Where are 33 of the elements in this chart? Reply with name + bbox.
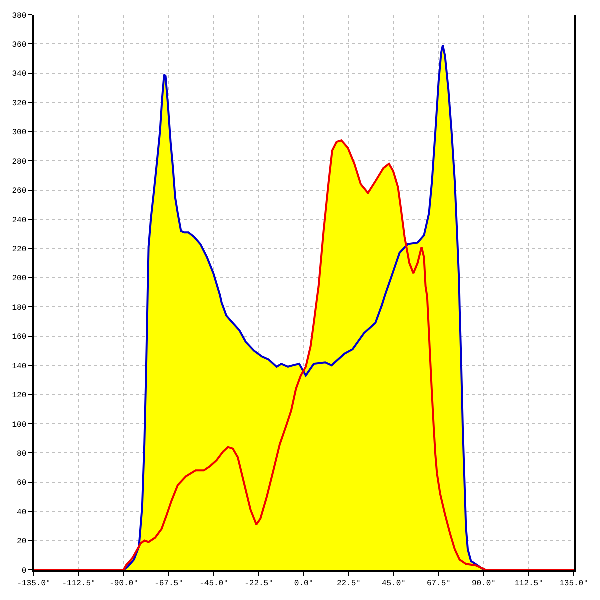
x-tick-label: -22.5° [244,579,274,588]
y-tick-label: 180 [12,304,27,313]
y-tick-label: 340 [12,70,27,80]
y-tick-label: 200 [12,274,27,284]
y-tick-label: 280 [12,158,27,167]
y-tick-label: 60 [17,479,27,488]
y-tick-label: 360 [12,41,27,50]
x-tick-label: 0.0° [294,579,314,588]
y-tick-label: 120 [12,392,27,401]
x-tick-label: 67.5° [426,579,452,588]
y-tick-label: 380 [12,12,27,21]
y-tick-label: 320 [12,99,27,108]
x-tick-label: -90.0° [110,579,138,588]
x-tick-label: 90.0° [472,579,496,588]
y-tick-label: 240 [12,216,27,226]
x-tick-label: -45.0° [200,579,228,588]
y-tick-label: 40 [17,508,27,518]
x-tick-label: 45.0° [382,579,406,588]
x-tick-label: -135.0° [17,579,51,588]
x-tick-label: 22.5° [336,579,362,588]
y-tick-label: 100 [12,420,27,430]
y-tick-label: 160 [12,333,27,342]
y-tick-label: 300 [12,128,27,138]
y-tick-label: 220 [12,245,27,254]
y-tick-label: 260 [12,187,27,196]
y-tick-label: 0 [22,566,27,576]
x-tick-label: -112.5° [62,579,96,588]
x-tick-label: -67.5° [154,579,184,588]
y-tick-label: 80 [17,450,27,459]
y-tick-label: 20 [17,538,27,547]
x-tick-label: 112.5° [514,579,544,588]
x-tick-label: 135.0° [560,579,588,588]
y-tick-label: 140 [12,362,27,372]
